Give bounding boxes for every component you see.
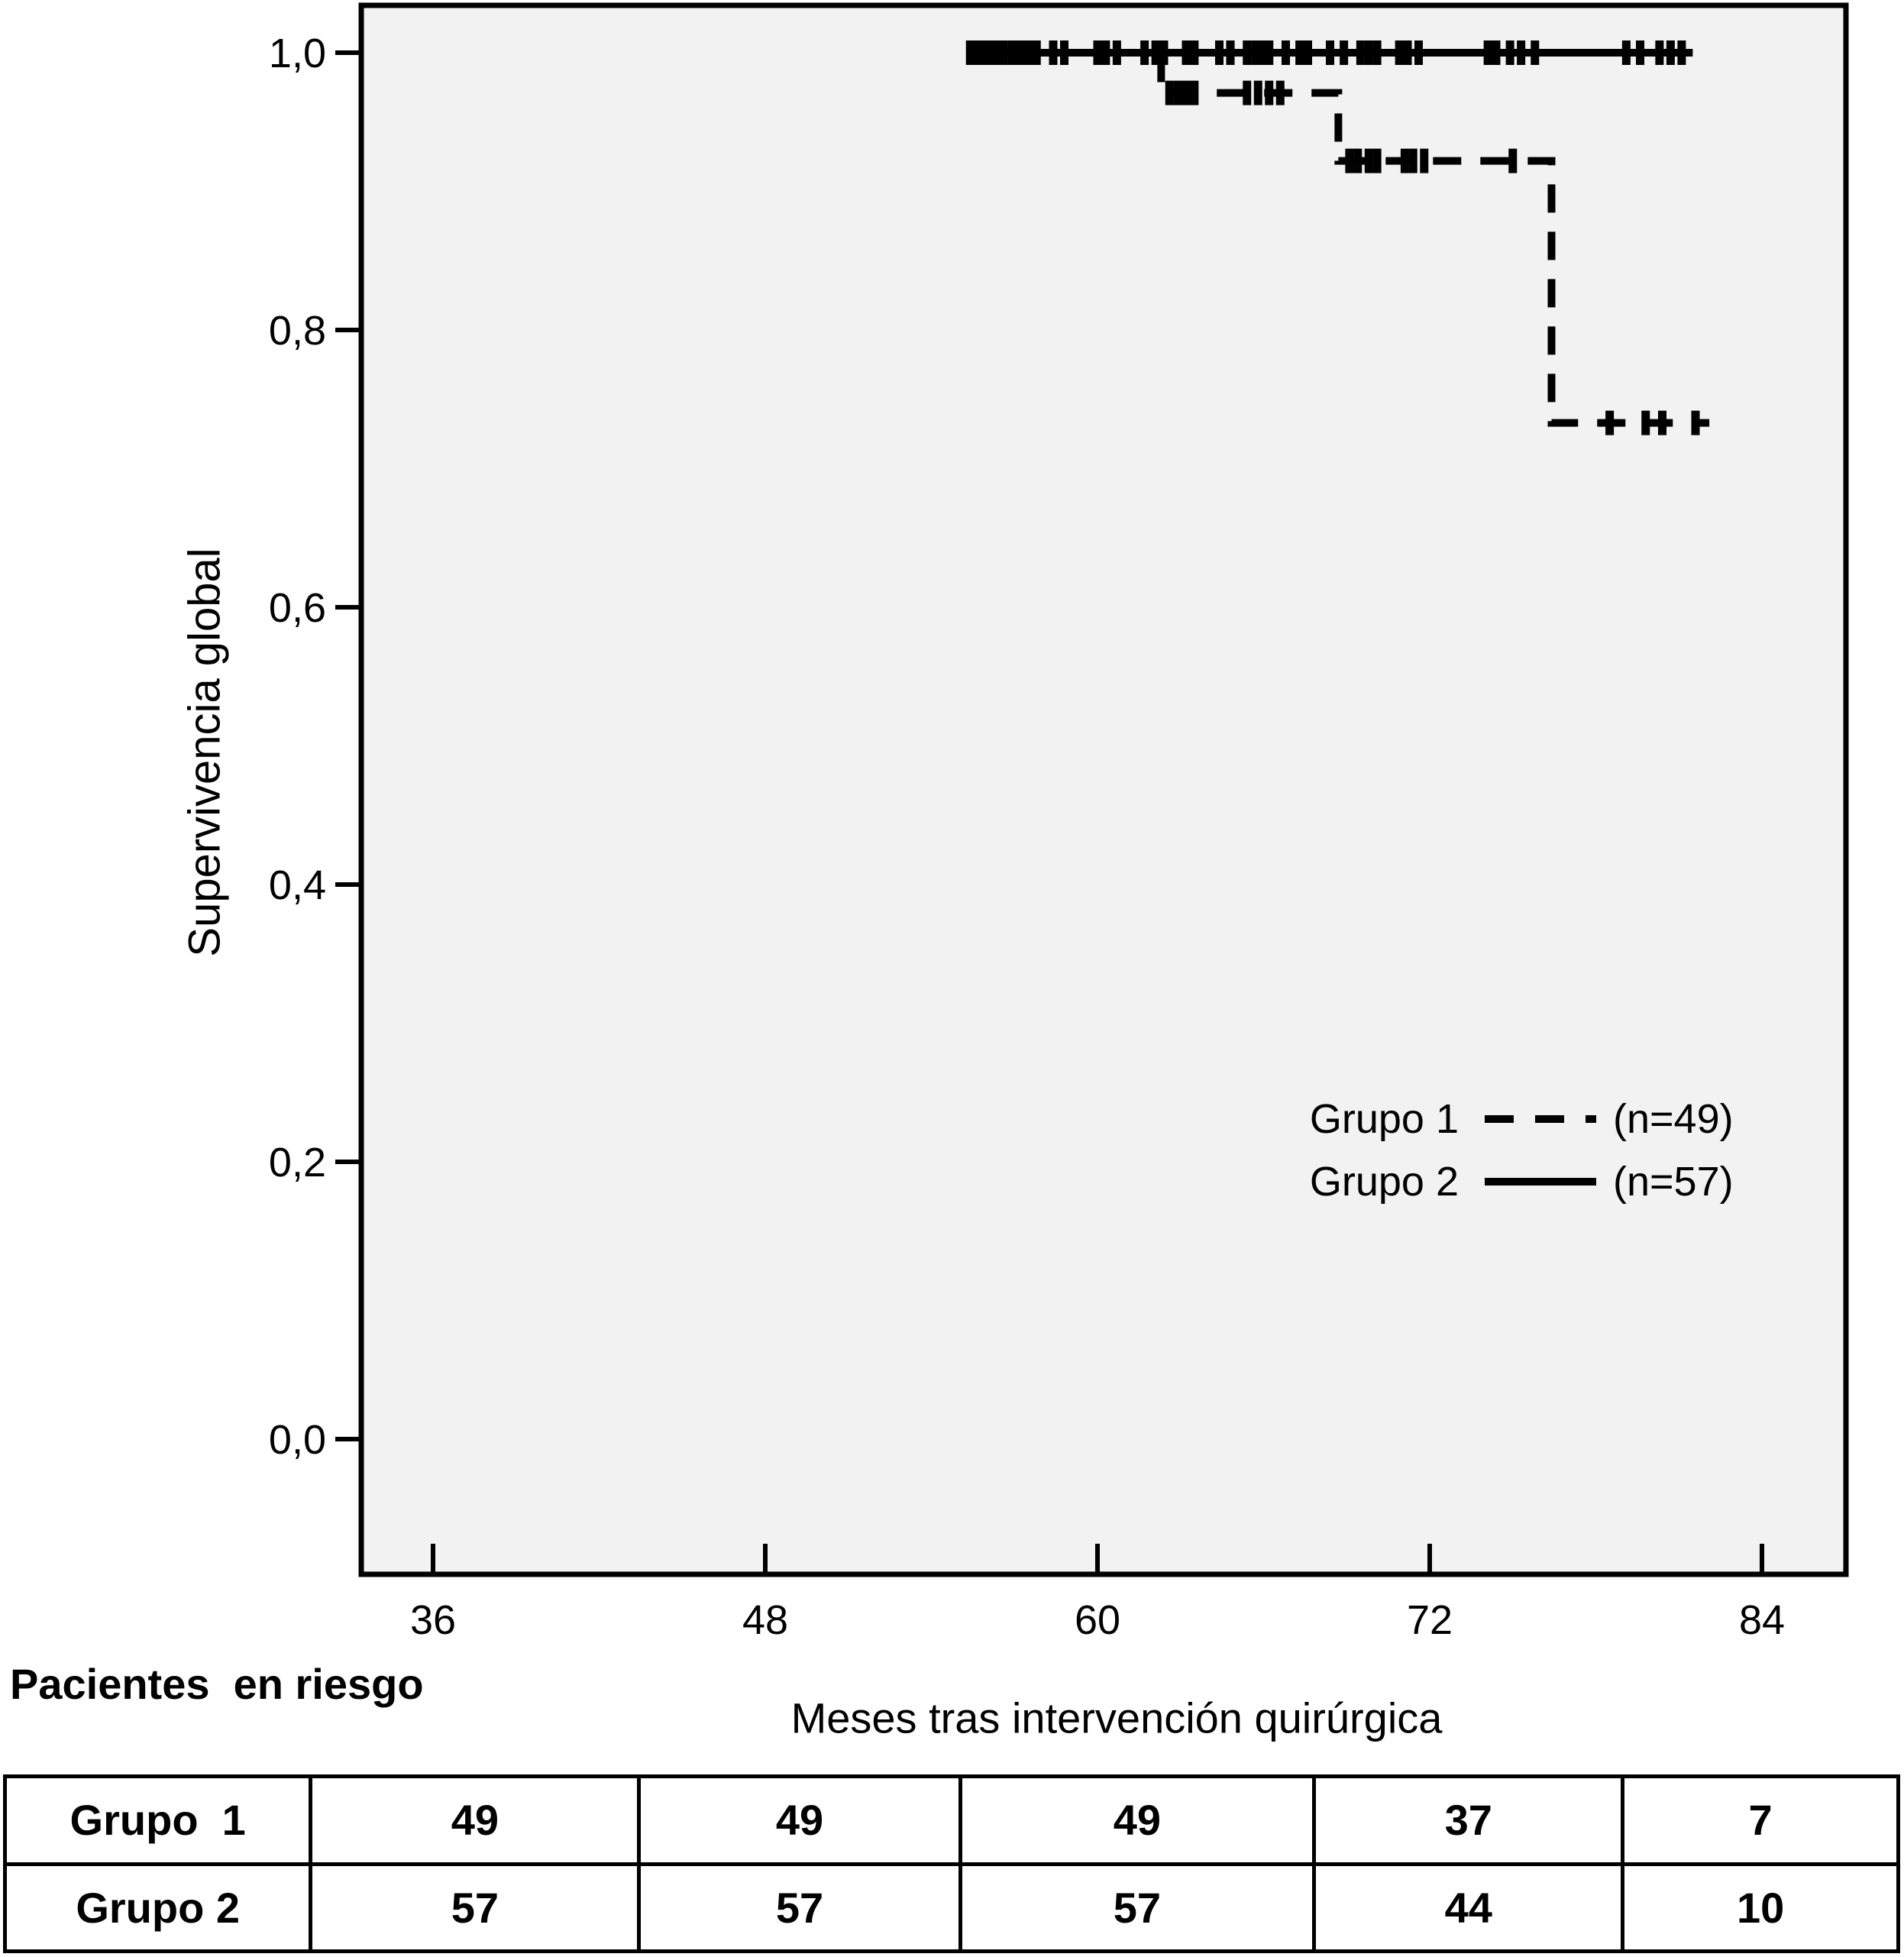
risk-table-cell: 57 (958, 1862, 1317, 1953)
legend-label-grupo-1: Grupo 1 (1309, 1096, 1459, 1142)
risk-row-label: Grupo 1 (2, 1774, 313, 1866)
x-tick-label: 60 (1075, 1597, 1120, 1643)
y-tick-label: 0,0 (269, 1417, 326, 1463)
y-axis-title: Supervivencia global (179, 548, 230, 957)
risk-table-cell: 10 (1621, 1862, 1900, 1953)
legend-n-grupo-2: (n=57) (1613, 1159, 1734, 1205)
risk-table-cell: 57 (637, 1862, 962, 1953)
dashed-line-sample (1485, 1115, 1596, 1123)
y-tick-label: 0,4 (269, 862, 326, 908)
y-tick-label: 1,0 (269, 31, 326, 76)
risk-table-row: Grupo 1 49 49 49 37 7 (2, 1774, 1900, 1866)
x-tick-label: 36 (410, 1597, 456, 1643)
solid-line-sample (1485, 1178, 1596, 1186)
legend-item-grupo-1: Grupo 1 (n=49) (1298, 1088, 1734, 1150)
risk-table-cell: 44 (1312, 1862, 1625, 1953)
y-tick-label: 0,2 (269, 1140, 326, 1186)
risk-table-cell: 37 (1312, 1774, 1625, 1866)
legend: Grupo 1 (n=49) Grupo 2 (n=57) (1298, 1088, 1734, 1213)
x-tick-label: 72 (1407, 1597, 1453, 1643)
x-tick-label: 84 (1739, 1597, 1785, 1643)
risk-table-cell: 49 (958, 1774, 1317, 1866)
x-axis-title: Meses tras intervención quirúrgica (790, 1693, 1443, 1742)
risk-table-cell: 7 (1621, 1774, 1900, 1866)
risk-table-cell: 49 (637, 1774, 962, 1866)
legend-label-grupo-2: Grupo 2 (1309, 1159, 1459, 1205)
patients-at-risk-label: Pacientes en riesgo (10, 1660, 424, 1708)
risk-table: Grupo 1 49 49 49 37 7 Grupo 2 57 57 57 44 10 (2, 1774, 1900, 1953)
risk-table-cell: 57 (309, 1862, 642, 1953)
risk-row-label: Grupo 2 (2, 1862, 313, 1953)
legend-n-grupo-1: (n=49) (1613, 1096, 1734, 1142)
risk-table-body: Grupo 1 49 49 49 37 7 Grupo 2 57 57 57 44 10 (2, 1774, 1900, 1953)
y-tick-label: 0,6 (269, 585, 326, 631)
legend-item-grupo-2: Grupo 2 (n=57) (1298, 1150, 1734, 1213)
y-tick-label: 0,8 (269, 308, 326, 354)
risk-table-row: Grupo 2 57 57 57 44 10 (2, 1862, 1900, 1953)
risk-table-cell: 49 (309, 1774, 642, 1866)
x-tick-label: 48 (742, 1597, 788, 1643)
plot-area (358, 2, 1849, 1577)
